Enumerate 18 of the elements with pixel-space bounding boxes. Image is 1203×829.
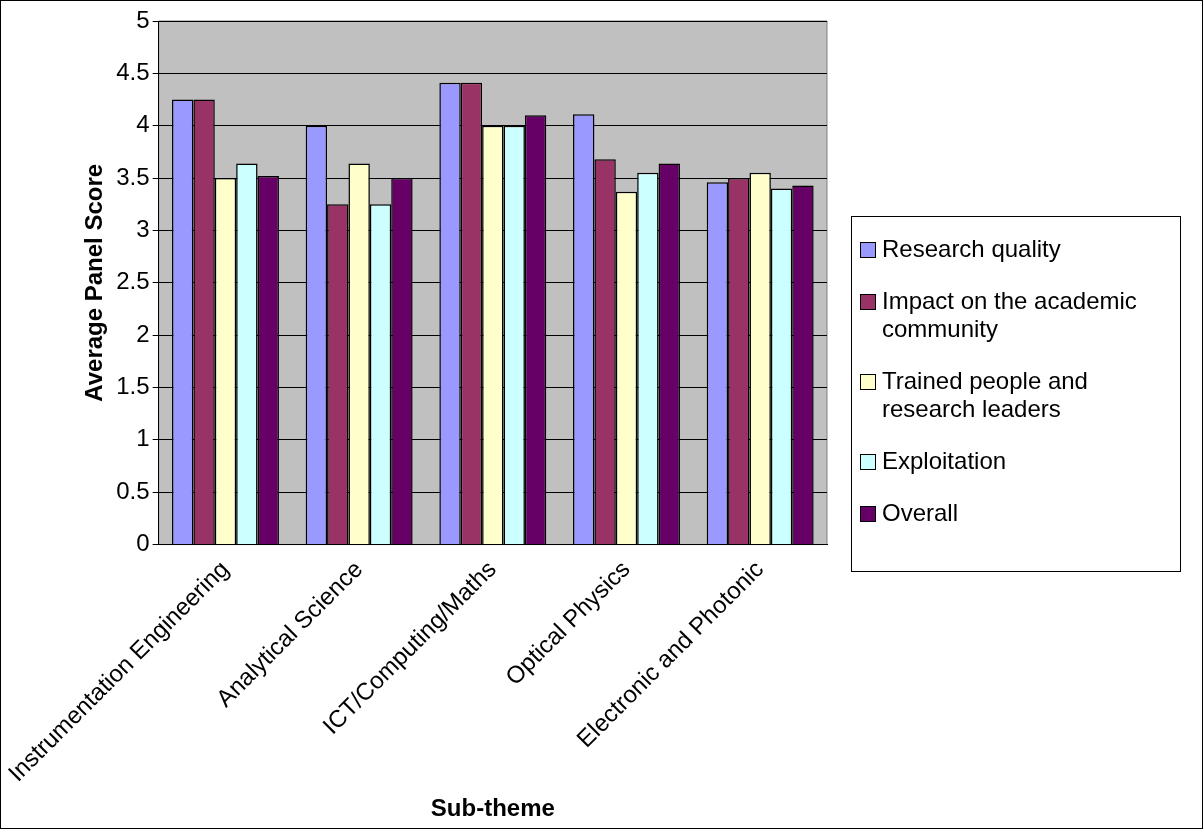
y-tick-label: 4.5 [116, 57, 150, 85]
legend-label: Overall [882, 499, 959, 527]
y-tick-label: 2.5 [116, 267, 150, 295]
legend-label: Exploitation [882, 447, 1007, 475]
y-axis-title: Average Panel Score [79, 163, 107, 402]
legend-label: Impact on the academic community [882, 287, 1138, 343]
y-tick-label: 2 [136, 319, 150, 347]
y-tick-label: 0.5 [116, 476, 150, 504]
legend-label: Trained people and research leaders [882, 367, 1089, 423]
y-tick-label: 0 [136, 529, 150, 557]
y-tick-label: 3 [136, 215, 150, 243]
y-tick-label: 1.5 [116, 372, 150, 400]
y-tick-label: 4 [136, 110, 150, 138]
legend-label: Research quality [882, 235, 1061, 263]
y-tick-label: 1 [136, 424, 150, 452]
y-tick-label: 3.5 [116, 162, 150, 190]
x-axis-title: Sub-theme [430, 794, 555, 822]
y-tick-label: 5 [136, 5, 150, 33]
